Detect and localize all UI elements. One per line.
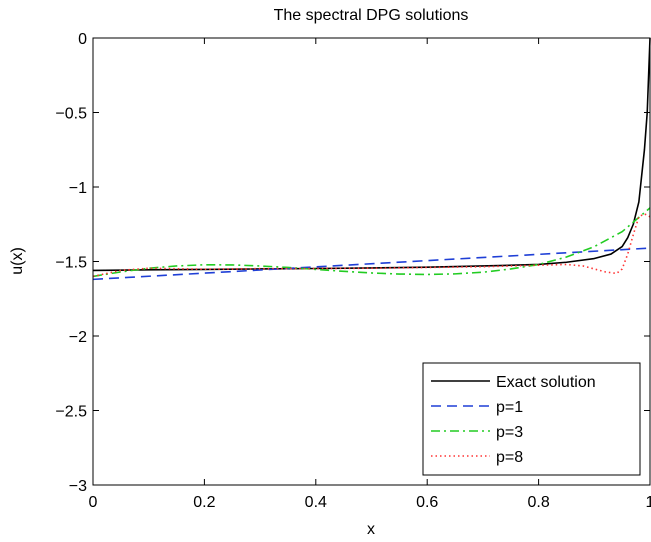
legend-label-4: p=8 bbox=[496, 449, 523, 466]
series-line-2 bbox=[92, 247, 651, 281]
legend-label-2: p=1 bbox=[496, 399, 523, 416]
y-tick-label: −1 bbox=[69, 180, 87, 197]
y-tick-label: −0.5 bbox=[55, 106, 87, 123]
legend: Exact solution p=1 p=3 p=8 bbox=[422, 362, 641, 476]
series-line-4 bbox=[92, 213, 651, 278]
y-tick-label: −3 bbox=[69, 478, 87, 495]
y-tick-label: −2.5 bbox=[55, 404, 87, 421]
series-layer bbox=[92, 37, 651, 281]
series-line-3 bbox=[92, 207, 651, 278]
x-tick-label: 1 bbox=[646, 494, 651, 511]
plot-frame bbox=[92, 37, 651, 486]
legend-label-1: Exact solution bbox=[496, 374, 596, 391]
x-tick-label: 0.2 bbox=[193, 494, 215, 511]
y-axis-label: u(x) bbox=[9, 247, 26, 275]
x-tick-label: 0.6 bbox=[416, 494, 438, 511]
y-tick-label: 0 bbox=[78, 31, 87, 48]
legend-label-3: p=3 bbox=[496, 424, 523, 441]
x-tick-label: 0.8 bbox=[527, 494, 549, 511]
x-tick-label: 0.4 bbox=[305, 494, 327, 511]
y-tick-label: −2 bbox=[69, 329, 87, 346]
x-tick-label: 0 bbox=[89, 494, 98, 511]
chart-title: The spectral DPG solutions bbox=[274, 7, 469, 24]
y-tick-label: −1.5 bbox=[55, 255, 87, 272]
x-axis-label: x bbox=[367, 521, 375, 538]
